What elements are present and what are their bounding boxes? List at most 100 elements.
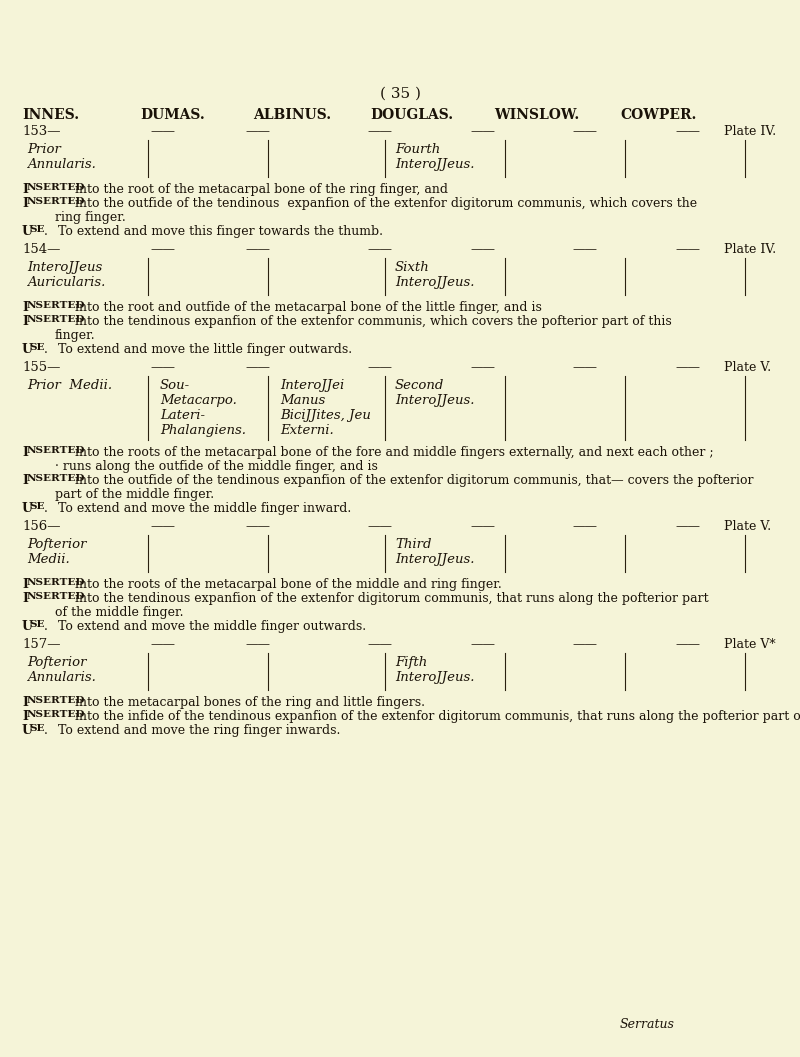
Text: ——: —— <box>246 638 270 651</box>
Text: into the tendinous expanfion of the extenfor digitorum communis, that runs along: into the tendinous expanfion of the exte… <box>75 592 709 605</box>
Text: Second
InteroJJeus.: Second InteroJJeus. <box>395 379 474 407</box>
Text: ( 35 ): ( 35 ) <box>379 87 421 101</box>
Text: WINSLOW.: WINSLOW. <box>494 108 579 122</box>
Text: Sixth
InteroJJeus.: Sixth InteroJJeus. <box>395 261 474 289</box>
Text: NSERTED: NSERTED <box>27 710 86 719</box>
Text: SE: SE <box>30 620 45 629</box>
Text: U: U <box>22 225 33 238</box>
Text: ——: —— <box>675 243 701 256</box>
Text: DUMAS.: DUMAS. <box>140 108 205 122</box>
Text: To extend and move the ring finger inwards.: To extend and move the ring finger inwar… <box>50 724 340 737</box>
Text: .: . <box>44 724 48 737</box>
Text: I: I <box>22 446 28 459</box>
Text: into the infide of the tendinous expanfion of the extenfor digitorum communis, t: into the infide of the tendinous expanfi… <box>75 710 800 723</box>
Text: ——: —— <box>367 638 393 651</box>
Text: of the middle finger.: of the middle finger. <box>55 606 183 619</box>
Text: I: I <box>22 592 28 605</box>
Text: 155—: 155— <box>22 361 60 374</box>
Text: Serratus: Serratus <box>620 1018 675 1031</box>
Text: Fourth
InteroJJeus.: Fourth InteroJJeus. <box>395 143 474 171</box>
Text: Fifth
InteroJJeus.: Fifth InteroJJeus. <box>395 656 474 684</box>
Text: 153—: 153— <box>22 125 61 138</box>
Text: into the roots of the metacarpal bone of the fore and middle fingers externally,: into the roots of the metacarpal bone of… <box>75 446 714 459</box>
Text: ——: —— <box>573 520 598 533</box>
Text: To extend and move the little finger outwards.: To extend and move the little finger out… <box>50 344 352 356</box>
Text: ——: —— <box>150 520 175 533</box>
Text: ——: —— <box>675 361 701 374</box>
Text: ——: —— <box>573 361 598 374</box>
Text: I: I <box>22 183 28 196</box>
Text: I: I <box>22 578 28 591</box>
Text: NSERTED: NSERTED <box>27 592 86 601</box>
Text: INNES.: INNES. <box>22 108 79 122</box>
Text: U: U <box>22 724 33 737</box>
Text: ——: —— <box>573 638 598 651</box>
Text: Pofterior
Medii.: Pofterior Medii. <box>27 538 86 565</box>
Text: ——: —— <box>367 520 393 533</box>
Text: .: . <box>44 620 48 633</box>
Text: InteroJJei
Manus
BiciJJites, Jeu
Externi.: InteroJJei Manus BiciJJites, Jeu Externi… <box>280 379 371 437</box>
Text: SE: SE <box>30 502 45 511</box>
Text: into the tendinous expanfion of the extenfor communis, which covers the pofterio: into the tendinous expanfion of the exte… <box>75 315 672 328</box>
Text: 156—: 156— <box>22 520 61 533</box>
Text: SE: SE <box>30 724 45 733</box>
Text: NSERTED: NSERTED <box>27 696 86 705</box>
Text: I: I <box>22 710 28 723</box>
Text: NSERTED: NSERTED <box>27 197 86 206</box>
Text: ——: —— <box>246 361 270 374</box>
Text: ——: —— <box>675 125 701 138</box>
Text: NSERTED: NSERTED <box>27 474 86 483</box>
Text: I: I <box>22 301 28 314</box>
Text: Plate V.: Plate V. <box>724 361 771 374</box>
Text: ——: —— <box>470 520 495 533</box>
Text: ——: —— <box>675 638 701 651</box>
Text: part of the middle finger.: part of the middle finger. <box>55 488 214 501</box>
Text: NSERTED: NSERTED <box>27 183 86 192</box>
Text: NSERTED: NSERTED <box>27 301 86 310</box>
Text: I: I <box>22 474 28 487</box>
Text: finger.: finger. <box>55 329 96 342</box>
Text: into the outfide of the tendinous expanfion of the extenfor digitorum communis, : into the outfide of the tendinous expanf… <box>75 474 754 487</box>
Text: ——: —— <box>246 243 270 256</box>
Text: 157—: 157— <box>22 638 61 651</box>
Text: U: U <box>22 344 33 356</box>
Text: ALBINUS.: ALBINUS. <box>253 108 331 122</box>
Text: To extend and move the middle finger inward.: To extend and move the middle finger inw… <box>50 502 351 515</box>
Text: U: U <box>22 502 33 515</box>
Text: ——: —— <box>246 520 270 533</box>
Text: I: I <box>22 315 28 328</box>
Text: Plate IV.: Plate IV. <box>724 243 776 256</box>
Text: Third
InteroJJeus.: Third InteroJJeus. <box>395 538 474 565</box>
Text: Sou-
Metacarpo.
Lateri-
Phalangiens.: Sou- Metacarpo. Lateri- Phalangiens. <box>160 379 246 437</box>
Text: SE: SE <box>30 225 45 234</box>
Text: ——: —— <box>573 125 598 138</box>
Text: ——: —— <box>150 243 175 256</box>
Text: Plate V*: Plate V* <box>724 638 776 651</box>
Text: · runs along the outfide of the middle finger, and is: · runs along the outfide of the middle f… <box>55 460 378 472</box>
Text: ——: —— <box>470 361 495 374</box>
Text: ——: —— <box>675 520 701 533</box>
Text: into the outfide of the tendinous  expanfion of the extenfor digitorum communis,: into the outfide of the tendinous expanf… <box>75 197 697 210</box>
Text: .: . <box>44 344 48 356</box>
Text: .: . <box>44 225 48 238</box>
Text: To extend and move this finger towards the thumb.: To extend and move this finger towards t… <box>50 225 383 238</box>
Text: COWPER.: COWPER. <box>620 108 696 122</box>
Text: 154—: 154— <box>22 243 60 256</box>
Text: SE: SE <box>30 344 45 352</box>
Text: ——: —— <box>470 243 495 256</box>
Text: ——: —— <box>150 361 175 374</box>
Text: ——: —— <box>470 638 495 651</box>
Text: ——: —— <box>573 243 598 256</box>
Text: ——: —— <box>150 125 175 138</box>
Text: NSERTED: NSERTED <box>27 446 86 455</box>
Text: ring finger.: ring finger. <box>55 211 126 224</box>
Text: Pofterior
Annularis.: Pofterior Annularis. <box>27 656 96 684</box>
Text: into the roots of the metacarpal bone of the middle and ring finger.: into the roots of the metacarpal bone of… <box>75 578 502 591</box>
Text: NSERTED: NSERTED <box>27 578 86 587</box>
Text: DOUGLAS.: DOUGLAS. <box>370 108 453 122</box>
Text: ——: —— <box>367 125 393 138</box>
Text: ——: —— <box>150 638 175 651</box>
Text: into the metacarpal bones of the ring and little fingers.: into the metacarpal bones of the ring an… <box>75 696 425 709</box>
Text: into the root and outfide of the metacarpal bone of the little finger, and is: into the root and outfide of the metacar… <box>75 301 542 314</box>
Text: Prior  Medii.: Prior Medii. <box>27 379 112 392</box>
